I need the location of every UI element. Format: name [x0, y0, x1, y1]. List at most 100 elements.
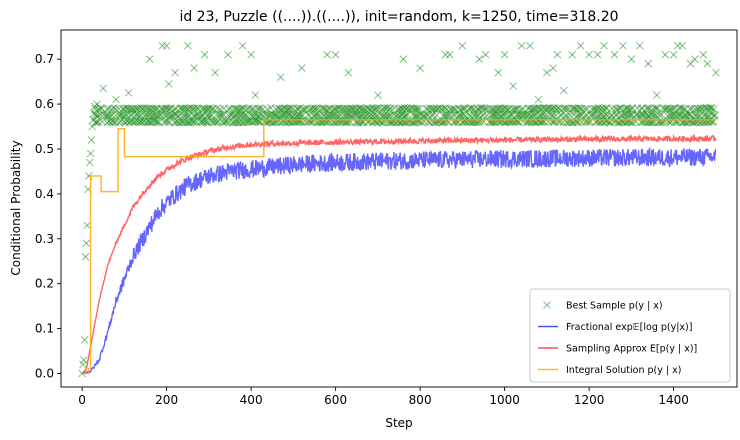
- scatter-point: [709, 105, 718, 113]
- scatter-point: [498, 104, 507, 113]
- scatter-point: [123, 111, 132, 120]
- scatter-point: [123, 104, 132, 113]
- scatter-point: [319, 104, 328, 113]
- scatter-point: [640, 111, 648, 119]
- scatter-point: [616, 104, 625, 112]
- scatter-point: [189, 104, 198, 113]
- scatter-point: [616, 111, 625, 120]
- y-tick-label: 0.2: [35, 277, 54, 291]
- scatter-point: [673, 41, 682, 50]
- scatter-point: [256, 104, 265, 112]
- scatter-point: [633, 110, 642, 119]
- scatter-point: [366, 105, 375, 113]
- scatter-point: [498, 111, 507, 119]
- scatter-point: [557, 110, 566, 119]
- scatter-point: [387, 111, 395, 119]
- scatter-point: [275, 104, 284, 113]
- scatter-point: [352, 105, 361, 114]
- scatter-point: [524, 104, 532, 113]
- scatter-point: [519, 111, 527, 120]
- scatter-point: [115, 104, 123, 113]
- scatter-point: [548, 104, 557, 113]
- scatter-point: [209, 104, 218, 113]
- scatter-point: [642, 104, 651, 113]
- x-tick-label: 1400: [658, 393, 689, 407]
- scatter-point: [219, 110, 228, 119]
- scatter-point: [670, 110, 679, 119]
- scatter-point: [85, 158, 94, 167]
- scatter-point: [199, 118, 207, 127]
- scatter-point: [497, 111, 505, 120]
- scatter-point: [277, 105, 286, 114]
- scatter-point: [206, 111, 215, 120]
- series-layer: [78, 41, 720, 378]
- chart-title: id 23, Puzzle ((....)).((....)), init=ra…: [179, 9, 618, 25]
- scatter-point: [235, 111, 243, 119]
- scatter-point: [155, 118, 164, 127]
- scatter-point: [703, 59, 712, 68]
- x-tick-label: 400: [240, 393, 263, 407]
- scatter-point: [289, 104, 298, 113]
- scatter-point: [394, 105, 402, 114]
- scatter-point: [621, 110, 630, 119]
- scatter-point: [160, 110, 169, 119]
- scatter-point: [162, 104, 171, 113]
- scatter-point: [397, 111, 406, 119]
- scatter-point: [628, 111, 637, 119]
- scatter-point: [349, 104, 358, 113]
- scatter-point: [681, 105, 690, 114]
- scatter-point: [142, 110, 150, 119]
- scatter-point: [248, 105, 256, 113]
- scatter-point: [403, 110, 412, 119]
- scatter-point: [659, 104, 667, 112]
- scatter-point: [155, 111, 164, 120]
- scatter-point: [204, 111, 213, 120]
- scatter-point: [628, 104, 637, 112]
- x-tick-label: 1000: [489, 393, 520, 407]
- scatter-point: [445, 50, 454, 59]
- scatter-point: [338, 104, 346, 113]
- scatter-point: [693, 104, 702, 113]
- scatter-point: [588, 111, 597, 119]
- scatter-point: [158, 41, 167, 50]
- scatter-point: [711, 111, 719, 119]
- scatter-point: [105, 117, 113, 126]
- scatter-point: [457, 111, 466, 120]
- scatter-point: [245, 104, 254, 113]
- scatter-point: [483, 111, 492, 120]
- scatter-point: [561, 111, 570, 120]
- scatter-point: [578, 104, 586, 113]
- scatter-point: [426, 104, 434, 112]
- scatter-point: [94, 111, 103, 120]
- scatter-point: [540, 104, 549, 113]
- scatter-point: [410, 112, 419, 120]
- x-tick-label: 800: [409, 393, 432, 407]
- scatter-point: [201, 105, 209, 113]
- scatter-point: [265, 110, 274, 119]
- x-axis: 0 200 400 600 800 1000 1200 1400: [78, 387, 689, 407]
- scatter-point: [479, 110, 488, 119]
- scatter-point: [199, 104, 208, 113]
- scatter-point: [586, 111, 595, 119]
- scatter-point: [335, 104, 344, 113]
- scatter-point: [402, 105, 411, 113]
- scatter-point: [189, 111, 198, 120]
- scatter-point: [529, 104, 538, 113]
- scatter-point: [240, 104, 248, 113]
- scatter-point: [317, 104, 326, 113]
- scatter-point: [320, 111, 329, 120]
- scatter-point: [150, 104, 159, 113]
- scatter-point: [330, 111, 339, 120]
- scatter-point: [527, 105, 536, 113]
- scatter-point: [486, 104, 495, 113]
- scatter-point: [118, 104, 127, 113]
- scatter-point: [140, 112, 149, 120]
- scatter-point: [138, 118, 147, 127]
- plot-frame: [60, 29, 738, 388]
- scatter-point: [370, 110, 379, 119]
- scatter-point: [588, 105, 597, 114]
- scatter-point: [576, 41, 585, 50]
- scatter-point: [292, 104, 301, 113]
- scatter-point: [480, 104, 489, 112]
- scatter-point: [312, 104, 321, 113]
